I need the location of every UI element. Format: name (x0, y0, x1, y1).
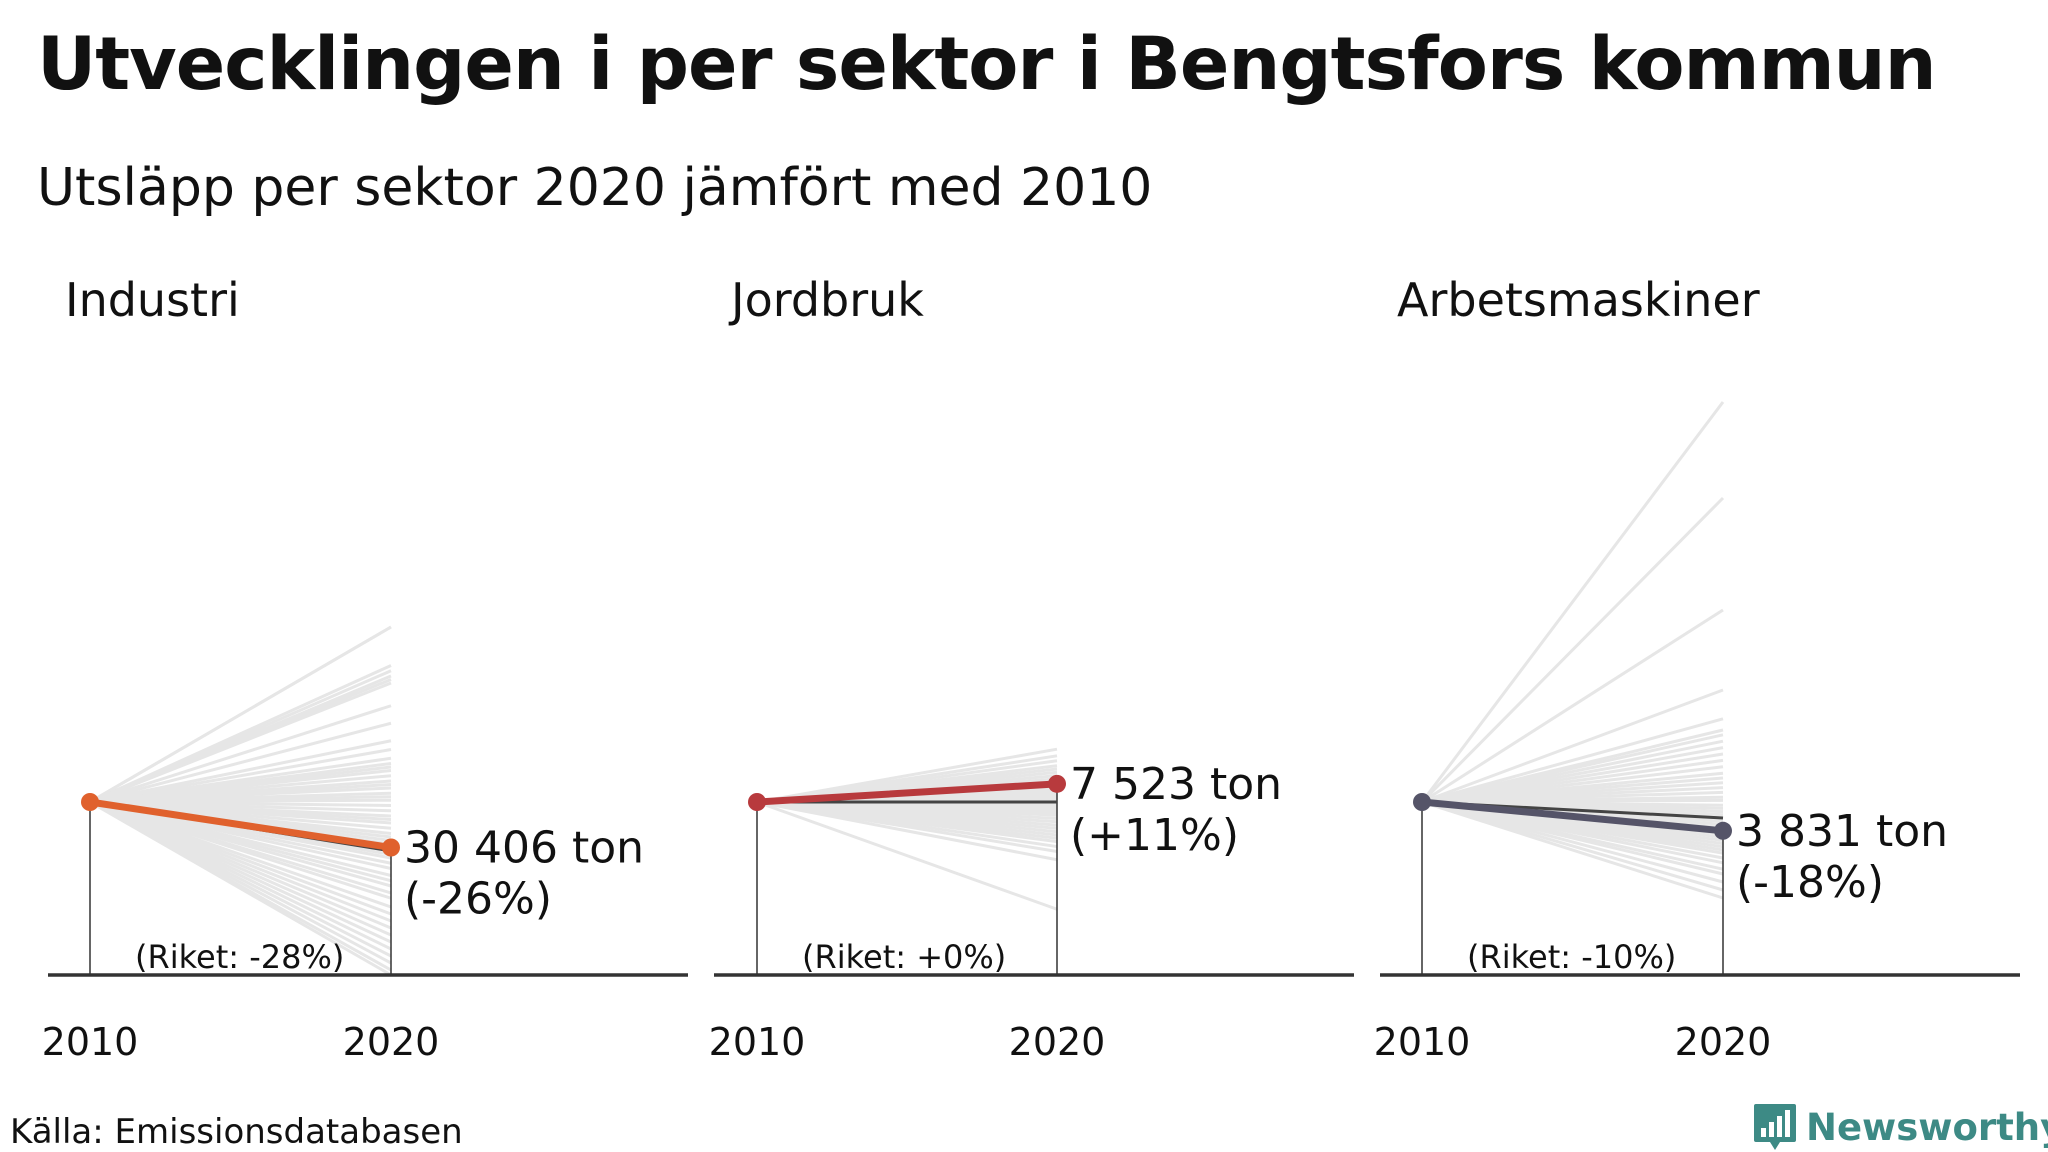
panel-title: Arbetsmaskiner (1397, 273, 1760, 327)
panel-title: Industri (65, 273, 240, 327)
x-tick-label: 2010 (709, 1020, 806, 1064)
value-label: 7 523 ton (1070, 759, 1282, 810)
x-tick-label: 2010 (42, 1020, 139, 1064)
municipality-line (89, 800, 392, 977)
highlight-series-line (86, 798, 395, 851)
national-label: (Riket: -10%) (1467, 938, 1676, 976)
x-tick-label: 2010 (1374, 1020, 1471, 1064)
change-label: (-18%) (1736, 857, 1884, 908)
point-2020 (1714, 821, 1732, 840)
national-label: (Riket: +0%) (802, 938, 1006, 976)
change-label: (+11%) (1070, 810, 1239, 861)
municipality-line (89, 704, 392, 804)
national-label: (Riket: -28%) (135, 938, 344, 976)
point-2020 (1048, 774, 1066, 793)
panel-arbetsmaskiner: Arbetsmaskiner 3 831 ton(-18%) (Riket: -10… (1374, 273, 2020, 1064)
brand-name: Newsworthy (1806, 1105, 2048, 1149)
point-2020 (382, 838, 400, 857)
point-2010 (748, 793, 766, 811)
change-label: (-26%) (404, 874, 552, 925)
panel-jordbruk: Jordbruk 7 523 ton(+11%) (Riket: +0%) 2010 2… (709, 273, 1354, 1064)
municipality-line (89, 681, 392, 804)
x-tick-label: 2020 (1009, 1020, 1106, 1064)
chart-subtitle: Utsläpp per sektor 2020 jämfört med 2010 (37, 158, 1153, 218)
municipality-line (1421, 800, 1724, 900)
municipality-line (1421, 608, 1724, 804)
panel-title: Jordbruk (728, 273, 924, 327)
panel-industri: Industri 30 406 ton(-26%) (Riket: -28%) 201… (42, 273, 688, 1064)
highlight-series-line (1418, 798, 1727, 835)
point-2010 (1413, 793, 1431, 811)
point-2010 (81, 793, 99, 811)
x-tick-label: 2020 (1675, 1020, 1772, 1064)
municipality-line (756, 800, 1058, 862)
value-label: 3 831 ton (1736, 806, 1948, 857)
value-label: 30 406 ton (404, 823, 644, 874)
chart-title: Utvecklingen i per sektor i Bengtsfors k… (37, 22, 1937, 107)
municipality-line (1421, 717, 1724, 804)
source-note: Källa: Emissionsdatabasen (10, 1112, 463, 1152)
municipality-line (1420, 401, 1725, 803)
municipality-line (89, 721, 392, 804)
newsworthy-logo: Newsworthy (1752, 1102, 2048, 1152)
highlight-series-line (753, 780, 1061, 806)
x-tick-label: 2020 (343, 1020, 440, 1064)
municipality-line (89, 625, 392, 804)
municipality-line (1420, 496, 1725, 804)
newsworthy-bar-chart-icon (1754, 1104, 1796, 1150)
municipality-line (756, 800, 1058, 911)
municipality-line (1421, 688, 1724, 804)
